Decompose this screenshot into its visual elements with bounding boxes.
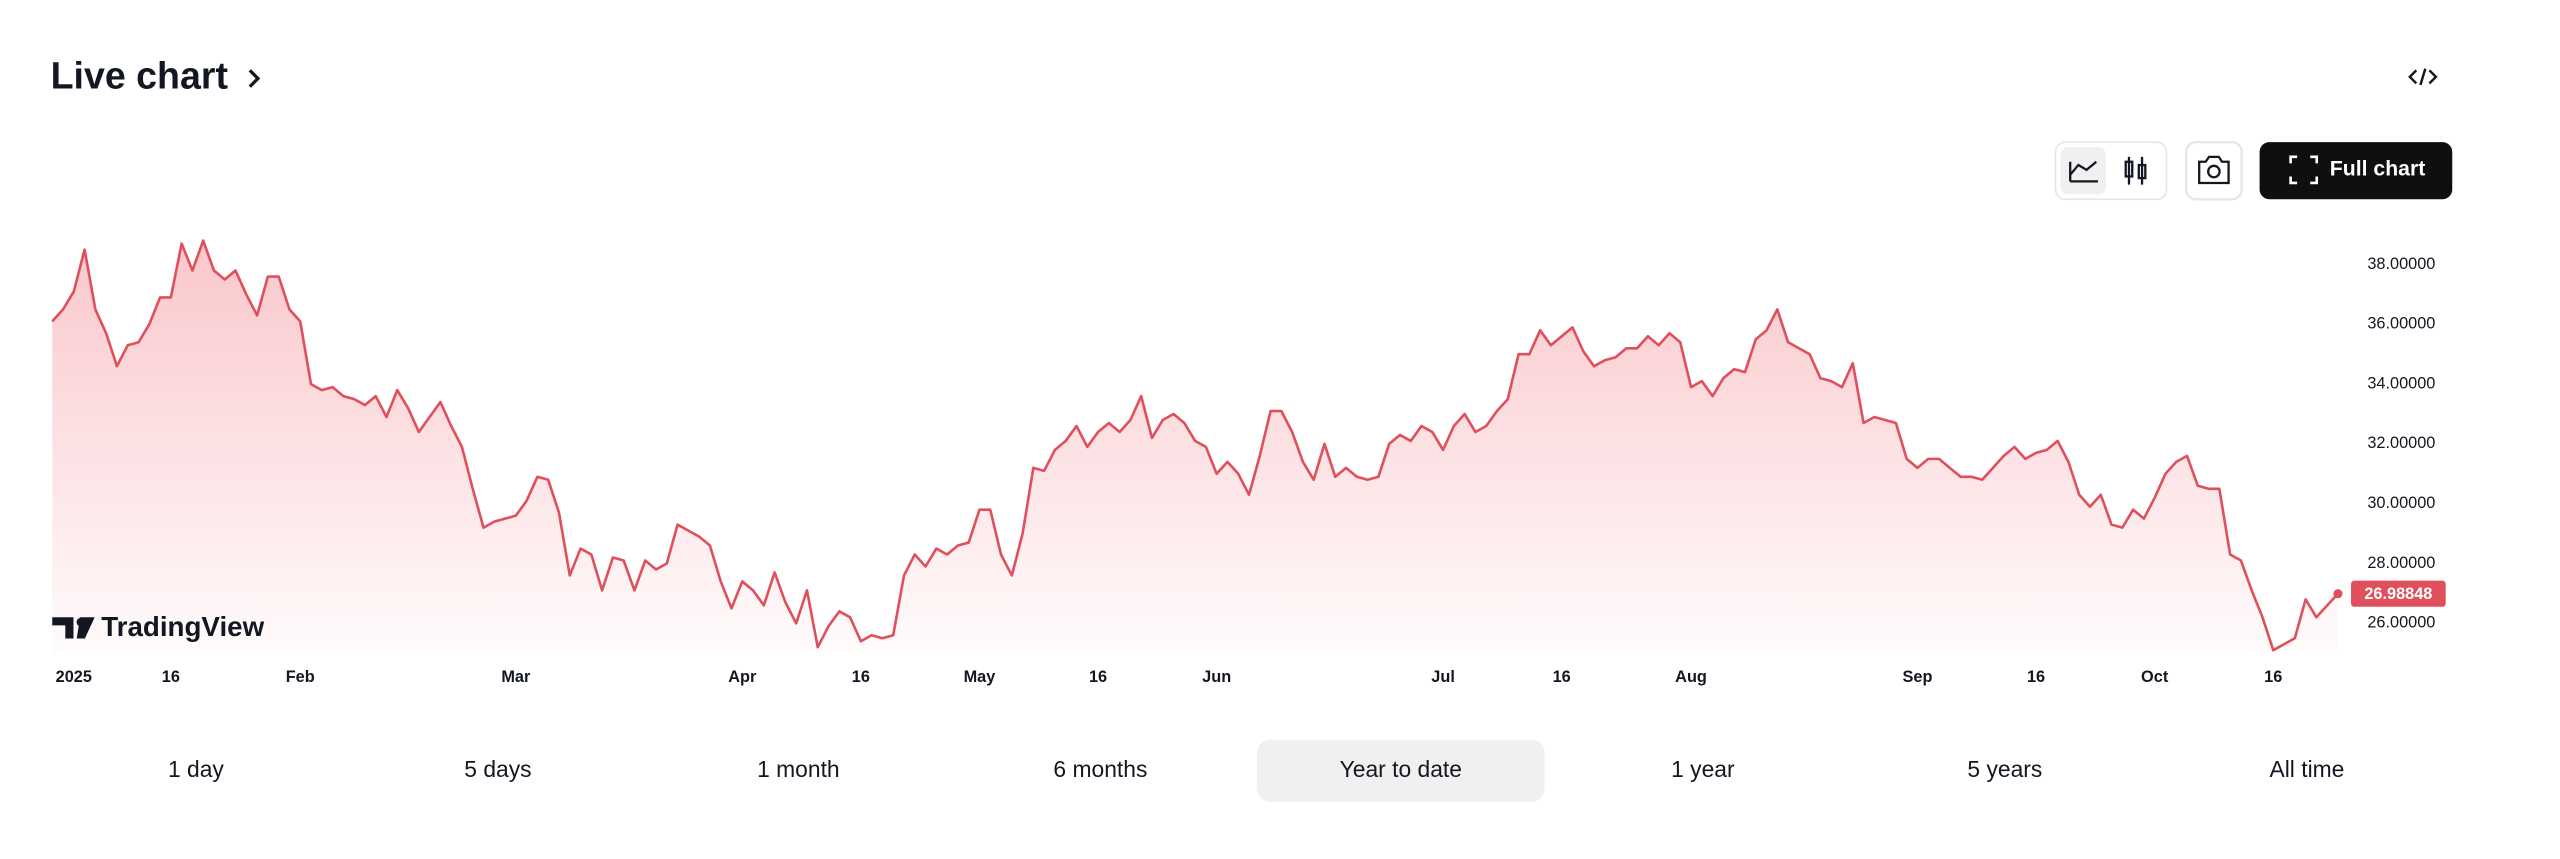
range-button[interactable]: 1 month: [757, 756, 840, 782]
range-selector: 1 day 5 days 1 month 6 months Year to date 1 …: [168, 739, 2344, 802]
price-area: [52, 240, 2338, 654]
watermark-logo-dot: [76, 617, 86, 627]
x-tick-label: 16: [162, 668, 180, 686]
y-tick-label: 36.00000: [2367, 315, 2435, 333]
x-tick-label: Aug: [1675, 668, 1707, 686]
range-button[interactable]: 5 days: [464, 756, 531, 782]
x-tick-label: Jun: [1202, 668, 1231, 686]
x-tick-label: Feb: [286, 668, 315, 686]
y-tick-label: 28.00000: [2367, 554, 2435, 572]
last-price-badge: [2351, 580, 2446, 607]
y-tick-label: 26.00000: [2367, 614, 2435, 632]
x-tick-label: 2025: [56, 668, 92, 686]
x-tick-label: May: [964, 668, 996, 686]
title[interactable]: Live chart: [51, 54, 229, 96]
range-button[interactable]: 1 year: [1671, 756, 1735, 782]
range-button[interactable]: 1 day: [168, 756, 224, 782]
last-price-dot: [2333, 589, 2343, 599]
area-icon: [2069, 160, 2098, 183]
x-tick-label: Apr: [728, 668, 757, 686]
range-button[interactable]: Year to date: [1340, 756, 1462, 782]
header: Live chart: [51, 54, 2438, 96]
candle-style-button[interactable]: [2124, 156, 2147, 185]
area-style-button[interactable]: [2060, 147, 2107, 195]
chart: 26.00000 28.00000 30.00000 32.00000 34.00000…: [51, 239, 2446, 686]
x-tick-label: Sep: [1903, 668, 1933, 686]
fullscreen-icon: [2289, 155, 2319, 185]
y-tick-label: 34.00000: [2367, 374, 2435, 392]
range-button[interactable]: All time: [2269, 756, 2344, 782]
full-chart-label[interactable]: Full chart: [2330, 158, 2426, 181]
y-tick-label: 38.00000: [2367, 255, 2435, 273]
y-tick-label: 32.00000: [2367, 434, 2435, 452]
full-chart-button[interactable]: [2259, 142, 2453, 200]
range-button[interactable]: 6 months: [1053, 756, 1147, 782]
embed-icon[interactable]: [2408, 68, 2438, 86]
snapshot-button[interactable]: [2184, 141, 2243, 201]
x-tick-label: 16: [852, 668, 870, 686]
x-tick-label: 16: [1553, 668, 1571, 686]
x-tick-label: 16: [2027, 668, 2045, 686]
x-tick-label: 16: [1089, 668, 1107, 686]
toolbar: Full chart: [2054, 141, 2453, 201]
watermark: TradingView: [52, 611, 265, 642]
watermark-text: TradingView: [101, 611, 264, 642]
range-button[interactable]: 5 years: [1967, 756, 2042, 782]
y-tick-label: 30.00000: [2367, 494, 2435, 512]
price-line: [51, 239, 2339, 652]
x-tick-label: Mar: [501, 668, 531, 686]
x-tick-label: Jul: [1431, 668, 1455, 686]
chevron-icon[interactable]: [248, 69, 261, 88]
range-button-selected[interactable]: [1257, 739, 1545, 802]
x-tick-label: 16: [2264, 668, 2282, 686]
x-tick-label: Oct: [2141, 668, 2169, 686]
last-price-label: 26.98848: [2364, 585, 2432, 603]
